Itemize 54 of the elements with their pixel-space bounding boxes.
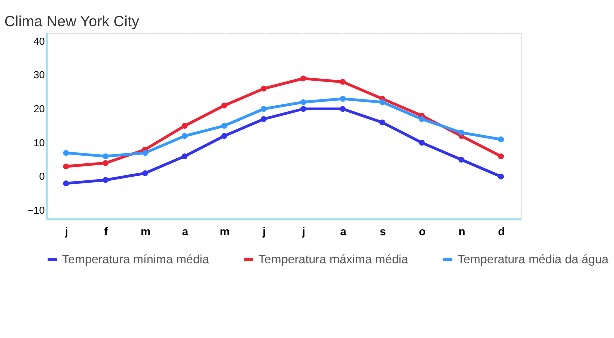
point (102, 160, 109, 166)
point (63, 164, 70, 170)
x-tick-label: s (380, 226, 386, 238)
legend-label: Temperatura média da água (458, 252, 610, 267)
y-tick-label: 10 (34, 138, 46, 150)
x-tick-label: j (262, 226, 266, 238)
x-tick-label: o (419, 226, 426, 238)
point (142, 170, 148, 176)
point (340, 79, 346, 86)
point (221, 123, 228, 130)
point (182, 123, 188, 130)
point (419, 140, 426, 146)
point (261, 116, 267, 122)
point (221, 133, 228, 140)
point (419, 116, 426, 122)
point (63, 180, 70, 187)
point (458, 130, 465, 136)
x-tick-label: j (64, 226, 68, 238)
point (340, 96, 346, 102)
point (498, 154, 504, 160)
point (380, 99, 386, 106)
point (498, 136, 504, 143)
y-tick-label: 20 (34, 104, 46, 116)
y-tick-label: 0 (39, 172, 46, 184)
y-tick-label: 40 (34, 36, 46, 48)
chart-title: Clima New York City (4, 14, 140, 31)
point (182, 133, 188, 140)
point (300, 76, 306, 82)
x-tick-label: f (104, 226, 108, 238)
x-tick-label: m (220, 226, 230, 238)
point (498, 174, 504, 180)
point (182, 154, 188, 160)
x-tick-label: n (458, 226, 466, 238)
x-tick-label: j (301, 226, 306, 238)
point (300, 106, 306, 112)
x-tick-label: d (498, 226, 506, 238)
point (380, 120, 386, 126)
x-tick-label: m (140, 226, 151, 238)
point (102, 177, 109, 184)
legend-label: Temperatura máxima média (258, 252, 409, 267)
point (221, 102, 228, 109)
point (458, 156, 465, 163)
y-tick-label: −10 (28, 206, 46, 217)
point (340, 106, 346, 112)
x-tick-label: a (182, 226, 190, 238)
point (261, 106, 267, 112)
point (102, 154, 109, 160)
point (300, 99, 306, 106)
x-tick-label: a (340, 226, 348, 238)
point (142, 150, 148, 156)
point (63, 150, 70, 156)
legend-label: Temperatura mínima média (62, 252, 210, 267)
point (261, 86, 267, 92)
y-tick-label: 30 (34, 70, 46, 82)
